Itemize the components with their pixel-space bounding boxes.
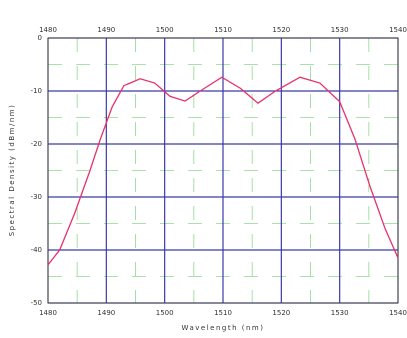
- x-axis-label: Wavelength (nm): [182, 324, 265, 332]
- x-tick-label: 1530: [331, 309, 349, 317]
- y-tick-label: 0: [38, 34, 42, 42]
- x-top-tick-label: 1520: [272, 26, 290, 34]
- x-tick-label: 1490: [97, 309, 115, 317]
- line-series: [47, 76, 399, 266]
- x-top-tick-label: 1490: [97, 26, 115, 34]
- x-tick-label: 1500: [156, 309, 174, 317]
- plot-frame: [47, 37, 399, 304]
- y-tick-label: -50: [31, 299, 42, 307]
- x-top-tick-label: 1530: [331, 26, 349, 34]
- y-tick-label: -30: [31, 193, 42, 201]
- y-axis-label: Spectral Density (dBm/nm): [8, 104, 16, 237]
- x-tick-label: 1480: [39, 309, 57, 317]
- x-top-tick-label: 1480: [39, 26, 57, 34]
- y-tick-label: -10: [31, 87, 42, 95]
- x-tick-label: 1540: [389, 309, 407, 317]
- y-tick-label: -40: [31, 246, 42, 254]
- x-tick-label: 1520: [272, 309, 290, 317]
- x-top-tick-label: 1500: [156, 26, 174, 34]
- x-top-tick-label: 1540: [389, 26, 407, 34]
- x-top-tick-label: 1510: [214, 26, 232, 34]
- y-tick-label: -20: [31, 140, 42, 148]
- x-tick-label: 1510: [214, 309, 232, 317]
